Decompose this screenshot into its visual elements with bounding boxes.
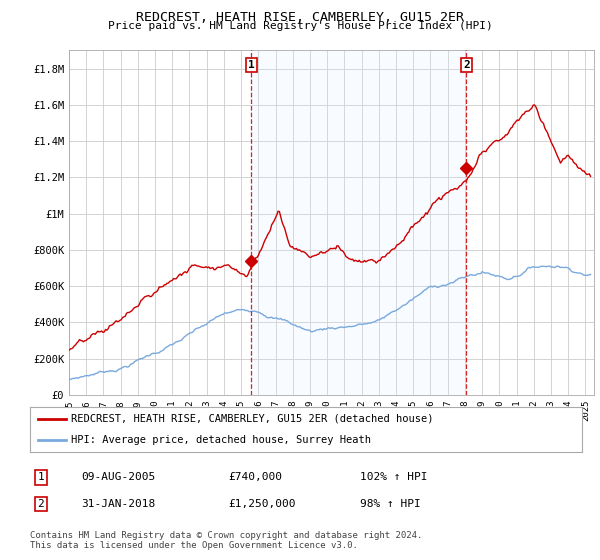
Text: REDCREST, HEATH RISE, CAMBERLEY, GU15 2ER (detached house): REDCREST, HEATH RISE, CAMBERLEY, GU15 2E… [71, 414, 434, 424]
Text: 31-JAN-2018: 31-JAN-2018 [81, 499, 155, 509]
Bar [251, 50, 466, 395]
Text: Price paid vs. HM Land Registry's House Price Index (HPI): Price paid vs. HM Land Registry's House … [107, 21, 493, 31]
Text: REDCREST, HEATH RISE, CAMBERLEY, GU15 2ER: REDCREST, HEATH RISE, CAMBERLEY, GU15 2E… [136, 11, 464, 24]
Text: 09-AUG-2005: 09-AUG-2005 [81, 472, 155, 482]
Text: 1: 1 [248, 60, 255, 70]
Text: £740,000: £740,000 [228, 472, 282, 482]
Text: 1: 1 [37, 472, 44, 482]
Text: Contains HM Land Registry data © Crown copyright and database right 2024.
This d: Contains HM Land Registry data © Crown c… [30, 531, 422, 550]
Text: 2: 2 [37, 499, 44, 509]
Text: 2: 2 [463, 60, 470, 70]
Text: £1,250,000: £1,250,000 [228, 499, 296, 509]
Text: 102% ↑ HPI: 102% ↑ HPI [360, 472, 427, 482]
Text: HPI: Average price, detached house, Surrey Heath: HPI: Average price, detached house, Surr… [71, 435, 371, 445]
Text: 98% ↑ HPI: 98% ↑ HPI [360, 499, 421, 509]
